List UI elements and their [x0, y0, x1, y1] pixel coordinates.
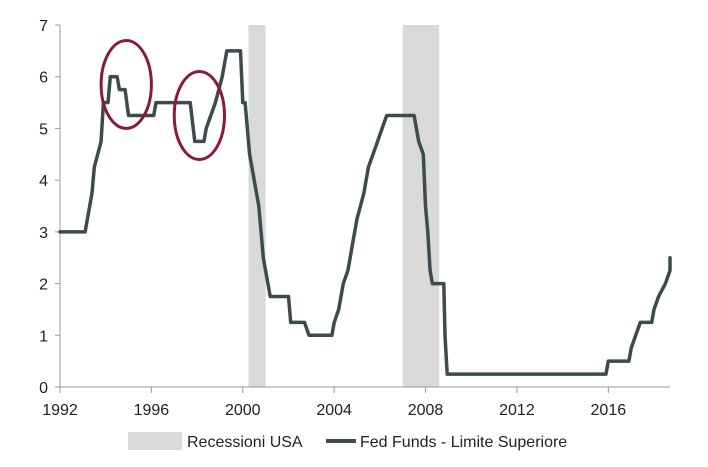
chart-legend: Recessioni USA Fed Funds - Limite Superi… [128, 432, 567, 451]
axis-ticks: 0 1 2 3 4 5 6 7 1992 1996 2000 2004 2008 2012 2016 [39, 18, 626, 419]
x-tick-label: 2016 [591, 402, 627, 419]
x-tick-label: 2008 [408, 402, 444, 419]
legend-fedfunds-label: Fed Funds - Limite Superiore [360, 434, 567, 451]
x-tick-label: 2004 [316, 402, 352, 419]
x-tick-label: 1992 [42, 402, 78, 419]
chart-axes [59, 25, 670, 388]
x-tick-label: 2000 [225, 402, 261, 419]
recession-band [402, 25, 440, 387]
y-tick-label: 4 [39, 173, 48, 190]
y-tick-label: 1 [39, 328, 48, 345]
recession-bands [248, 25, 440, 387]
legend-recession-swatch [128, 432, 182, 450]
y-tick-label: 7 [39, 18, 48, 35]
y-tick-label: 6 [39, 70, 48, 87]
y-tick-label: 0 [39, 380, 48, 397]
y-tick-label: 2 [39, 277, 48, 294]
highlight-ellipse [99, 39, 153, 130]
legend-recession-label: Recessioni USA [187, 434, 303, 451]
y-tick-label: 5 [39, 121, 48, 138]
x-tick-label: 1996 [134, 402, 170, 419]
y-tick-label: 3 [39, 225, 48, 242]
annotation-layer [99, 39, 226, 161]
x-tick-label: 2012 [499, 402, 535, 419]
highlight-ellipse [172, 70, 226, 161]
